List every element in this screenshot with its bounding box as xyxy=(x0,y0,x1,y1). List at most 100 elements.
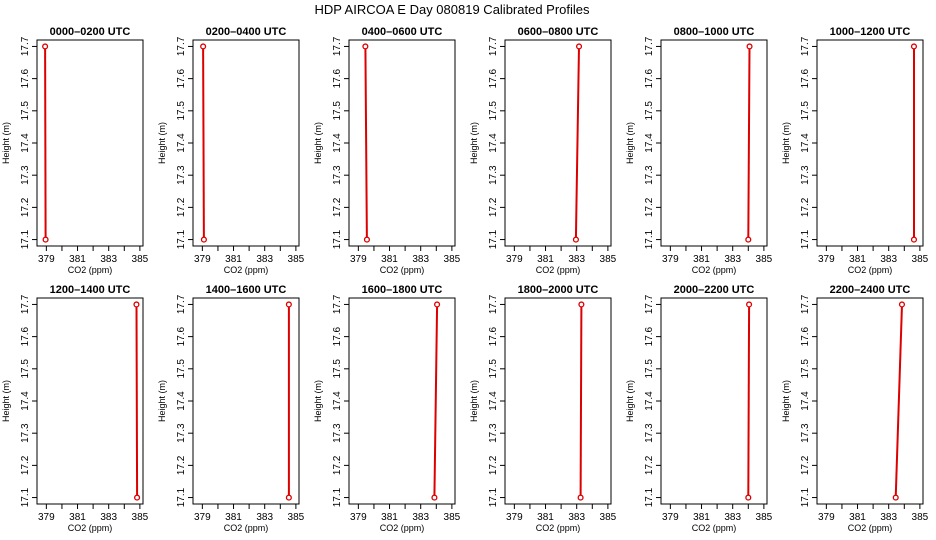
y-tick-label: 17.6 xyxy=(644,326,655,346)
y-tick-label: 17.5 xyxy=(20,101,31,121)
level-marker xyxy=(572,236,579,243)
profile-line xyxy=(894,304,903,498)
panel-title: 0800–1000 UTC xyxy=(674,26,755,38)
y-tick-label: 17.1 xyxy=(800,487,811,507)
level-marker xyxy=(746,301,753,308)
x-tick-label: 381 xyxy=(537,512,554,523)
panel: 1200–1400 UTC 379 381 383 385 17.1 17.2 17.3 17.… xyxy=(1,284,149,533)
level-marker xyxy=(577,494,584,501)
x-axis-label: CO2 (ppm) xyxy=(848,265,893,275)
x-tick-label: 385 xyxy=(288,254,305,265)
x-axis-label: CO2 (ppm) xyxy=(692,523,737,533)
x-tick-label: 381 xyxy=(69,254,86,265)
x-tick-label: 385 xyxy=(912,254,929,265)
level-marker xyxy=(200,43,207,50)
y-tick-label: 17.6 xyxy=(176,326,187,346)
y-tick-label: 17.2 xyxy=(332,197,343,217)
y-tick-label: 17.4 xyxy=(800,391,811,411)
y-tick-label: 17.1 xyxy=(176,487,187,507)
level-marker xyxy=(910,236,918,243)
level-marker xyxy=(575,43,583,50)
x-tick-label: 385 xyxy=(444,512,461,523)
y-axis-label: Height (m) xyxy=(313,122,323,164)
y-axis-label: Height (m) xyxy=(781,122,791,164)
panel: 0800–1000 UTC 379 381 383 385 17.1 17.2 17.3 17.… xyxy=(625,26,773,275)
x-tick-label: 383 xyxy=(724,512,741,523)
profile-line xyxy=(747,304,751,498)
y-tick-label: 17.1 xyxy=(20,487,31,507)
plot-frame xyxy=(660,297,768,505)
x-tick-label: 383 xyxy=(568,512,585,523)
y-tick-label: 17.2 xyxy=(176,455,187,475)
x-tick-label: 383 xyxy=(100,254,117,265)
y-axis-label: Height (m) xyxy=(157,122,167,164)
y-tick-label: 17.4 xyxy=(644,391,655,411)
y-axis-label: Height (m) xyxy=(313,380,323,422)
y-tick-label: 17.7 xyxy=(488,36,499,56)
profile-line xyxy=(135,304,139,498)
x-tick-label: 379 xyxy=(506,254,523,265)
y-tick-label: 17.6 xyxy=(332,326,343,346)
profile-line xyxy=(579,304,583,498)
x-tick-label: 385 xyxy=(756,254,773,265)
y-tick-label: 17.7 xyxy=(176,294,187,314)
x-tick-label: 381 xyxy=(69,512,86,523)
y-tick-label: 17.6 xyxy=(20,326,31,346)
level-marker xyxy=(746,43,753,50)
y-tick-label: 17.2 xyxy=(800,455,811,475)
x-tick-label: 383 xyxy=(568,254,585,265)
x-tick-label: 383 xyxy=(256,512,273,523)
y-tick-label: 17.5 xyxy=(800,101,811,121)
level-marker xyxy=(285,301,292,308)
panel-grid: 0000–0200 UTC 379 381 383 385 17.1 17.2 17.3 17.… xyxy=(1,26,929,533)
x-axis-label: CO2 (ppm) xyxy=(536,265,581,275)
y-tick-label: 17.3 xyxy=(488,165,499,185)
y-axis-label: Height (m) xyxy=(1,122,11,164)
y-tick-label: 17.7 xyxy=(332,36,343,56)
panel-title: 1200–1400 UTC xyxy=(50,284,131,296)
y-tick-label: 17.5 xyxy=(488,359,499,379)
x-tick-label: 379 xyxy=(350,254,367,265)
x-tick-label: 379 xyxy=(662,254,679,265)
panel-title: 0200–0400 UTC xyxy=(206,26,287,38)
y-tick-label: 17.7 xyxy=(176,36,187,56)
x-tick-label: 381 xyxy=(537,254,554,265)
y-tick-label: 17.1 xyxy=(332,229,343,249)
plot-frame xyxy=(348,297,456,505)
y-axis-label: Height (m) xyxy=(1,380,11,422)
panel-title: 1000–1200 UTC xyxy=(830,26,911,38)
x-tick-label: 381 xyxy=(693,512,710,523)
panel-title: 0400–0600 UTC xyxy=(362,26,443,38)
y-tick-label: 17.2 xyxy=(176,197,187,217)
x-tick-label: 379 xyxy=(818,512,835,523)
y-tick-label: 17.5 xyxy=(176,101,187,121)
y-tick-label: 17.3 xyxy=(176,423,187,443)
y-tick-label: 17.1 xyxy=(20,229,31,249)
figure-title: HDP AIRCOA E Day 080819 Calibrated Profi… xyxy=(314,2,590,17)
x-tick-label: 379 xyxy=(194,512,211,523)
y-tick-label: 17.4 xyxy=(488,391,499,411)
y-tick-label: 17.5 xyxy=(644,101,655,121)
y-tick-label: 17.1 xyxy=(488,487,499,507)
panel-title: 1400–1600 UTC xyxy=(206,284,287,296)
level-marker xyxy=(200,236,207,243)
y-tick-label: 17.1 xyxy=(488,229,499,249)
x-axis-label: CO2 (ppm) xyxy=(68,523,113,533)
y-tick-label: 17.4 xyxy=(644,133,655,153)
panel-title: 0600–0800 UTC xyxy=(518,26,599,38)
level-marker xyxy=(892,494,899,501)
level-marker xyxy=(362,43,369,50)
plot-frame xyxy=(36,39,144,247)
y-tick-label: 17.3 xyxy=(332,165,343,185)
y-tick-label: 17.3 xyxy=(800,423,811,443)
profile-line xyxy=(574,46,580,240)
x-tick-label: 385 xyxy=(444,254,461,265)
x-tick-label: 383 xyxy=(100,512,117,523)
x-tick-label: 379 xyxy=(194,254,211,265)
x-tick-label: 383 xyxy=(724,254,741,265)
y-axis-label: Height (m) xyxy=(469,122,479,164)
x-tick-label: 383 xyxy=(412,512,429,523)
y-tick-label: 17.6 xyxy=(488,68,499,88)
y-tick-label: 17.2 xyxy=(800,197,811,217)
y-tick-label: 17.2 xyxy=(488,455,499,475)
